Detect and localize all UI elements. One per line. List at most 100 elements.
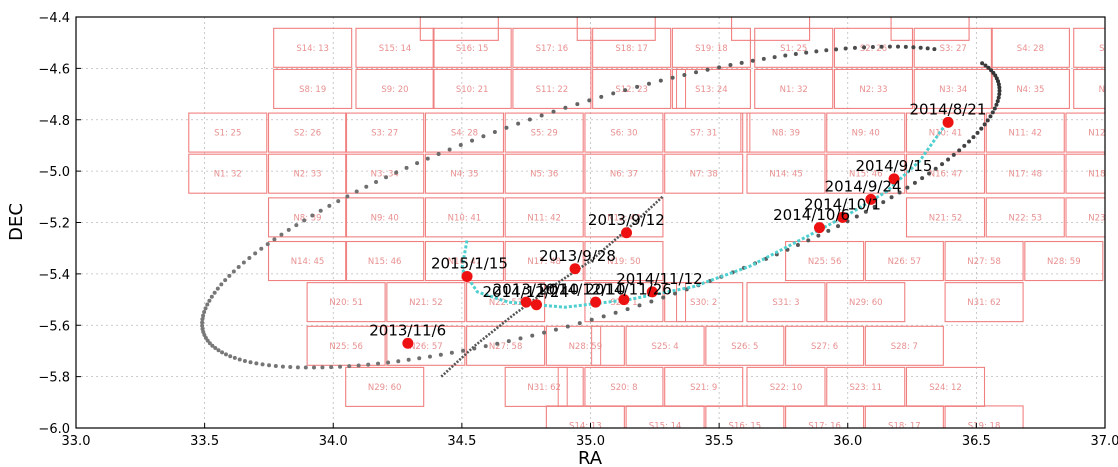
ellipse-dot [896,44,901,49]
ccd-box-label: N9: 40 [852,129,880,139]
ellipse-dot [312,365,317,370]
date-marker [942,116,954,128]
ellipse-dot [613,310,618,315]
date-label: 2014/11/26 [585,280,671,298]
ellipse-dot [957,148,962,153]
ccd-box-label: N14: 45 [291,257,325,267]
date-label: 2014/12/24 [482,283,568,301]
ellipse-dot [329,365,334,370]
date-label: 2014/11/12 [616,270,702,288]
ccd-box-label: N10: 41 [448,213,482,223]
x-tick-label: 33.5 [190,434,219,449]
ccd-box-label: S12: 23 [615,85,648,95]
ccd-box [864,405,944,428]
ellipse-dot [946,157,951,162]
ccd-box-label: N12: 43 [1088,129,1118,139]
y-tick-label: −4.8 [38,114,70,129]
ellipse-dot [739,60,744,65]
ellipse-dot [492,129,497,134]
ellipse-dot [625,307,630,312]
ellipse-dot [223,278,228,283]
x-tick-label: 37.0 [1091,434,1118,449]
date-marker [646,286,658,298]
ellipse-dot [542,330,547,335]
ccd-box [625,325,705,366]
ccd-box [833,68,914,109]
date-label: 2013/10/10 [493,280,579,298]
date-label: 2014/10/6 [773,206,850,224]
ellipse-dot [649,299,654,304]
ellipse-dot [563,105,568,110]
ellipse-dot [927,171,932,176]
ccd-box [826,282,906,323]
ccd-box [1065,112,1105,153]
date-label: 2013/11/6 [369,322,446,340]
ellipse-dot [273,364,278,369]
date-marker [837,211,849,223]
date-marker [618,294,630,306]
ellipse-dot [376,361,381,366]
ccd-box-label: N26: 57 [888,257,922,267]
ccd-box [504,366,584,407]
ccd-box [584,112,664,153]
ccd-box-label: N25: 56 [808,257,842,267]
ellipse-dot [354,189,359,194]
ccd-box-label: S6: 30 [610,129,637,139]
ellipse-dot [259,246,264,251]
ellipse-dot [911,45,916,50]
ccd-box-label: N8: 39 [293,213,321,223]
ellipse-dot [396,359,401,364]
ccd-box [664,153,744,194]
ccd-box [671,68,751,109]
ellipse-dot [951,152,956,157]
ccd-box-label: N27: 58 [489,342,523,352]
ellipse-dot [438,352,443,357]
ccd-box [504,197,584,238]
ellipse-dot [231,269,236,274]
ellipse-dot [366,362,371,367]
ellipse-dot [986,65,991,70]
date-label: 2014/12/10 [539,280,625,298]
ellipse-dot [504,125,509,130]
ellipse-dot [294,223,299,228]
ccd-box [188,153,268,194]
ellipse-dot [933,166,938,171]
ccd-box [345,112,425,153]
ellipse-dot [203,306,208,311]
ellipse-dot [295,365,300,370]
ccd-box [584,240,664,282]
date-label: 2014/9/24 [825,178,902,196]
date-marker [569,263,581,275]
ccd-box-label: S16: 15 [729,421,762,431]
ellipse-dot [988,114,993,119]
ccd-box-label: N21: 52 [409,298,443,308]
ccd-box [671,27,751,68]
ccd-box [754,27,834,68]
ellipse-dot [516,121,521,126]
ccd-box [306,325,386,366]
ccd-box-label: S19: 18 [968,421,1001,431]
ccd-box [545,325,625,366]
x-tick-label: 36.5 [962,434,991,449]
ellipse-dot [854,214,859,219]
ccd-box [267,112,348,153]
ellipse-dot [242,358,247,363]
ellipse-dot [223,352,228,357]
date-label: 2014/10/1 [804,196,881,214]
ccd-box [705,325,785,366]
ccd-box-label: N20: 51 [329,298,363,308]
ellipse-dot [996,95,1001,100]
ccd-box [419,17,499,41]
ellipse-dot [553,327,558,332]
ccd-box-label: S18: 17 [888,421,921,431]
ccd-box [267,240,348,282]
ellipse-dot [836,224,841,229]
ellipse-dot [912,180,917,185]
ccd-box-label: S1: 25 [780,44,807,54]
ccd-box-label: S25: 4 [652,342,679,352]
ccd-box-label: N2: 33 [293,170,321,180]
ccd-box-label: S7: 31 [690,129,717,139]
ellipse-dot [670,75,675,80]
ccd-box [504,112,584,153]
ccd-box-label: N28: 59 [1047,257,1081,267]
